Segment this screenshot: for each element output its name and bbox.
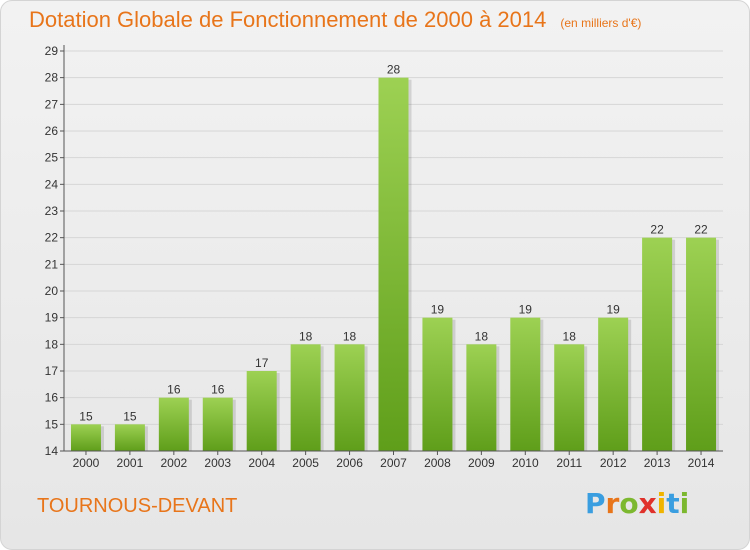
y-tick-label: 17 — [45, 364, 59, 378]
bar-value-label: 18 — [299, 329, 313, 343]
x-tick-label: 2000 — [73, 456, 100, 470]
chart-title: Dotation Globale de Fonctionnement de 20… — [29, 7, 641, 33]
bar-2004 — [246, 371, 277, 451]
x-tick-label: 2006 — [336, 456, 363, 470]
bar-2010 — [510, 317, 541, 451]
y-tick-label: 25 — [45, 151, 59, 165]
bar-value-label: 18 — [343, 329, 357, 343]
bar-value-label: 16 — [167, 383, 181, 397]
x-tick-label: 2011 — [556, 456, 582, 470]
logo-letter: t — [666, 487, 680, 520]
bar-value-label: 17 — [255, 356, 269, 370]
bar-value-label: 22 — [694, 223, 708, 237]
commune-name: TOURNOUS-DEVANT — [37, 495, 238, 517]
y-tick-label: 14 — [45, 444, 59, 458]
y-tick-label: 24 — [45, 177, 59, 191]
bar-2013 — [642, 237, 673, 451]
bar-value-label: 18 — [475, 329, 489, 343]
logo-letter: i — [679, 487, 690, 520]
x-tick-label: 2004 — [248, 456, 275, 470]
bar-layer: 15 15 16 16 17 18 18 28 19 18 19 18 19 22 22 — [70, 63, 720, 452]
x-tick-label: 2014 — [688, 456, 715, 470]
bar-2002 — [158, 397, 189, 451]
bar-2012 — [598, 317, 629, 451]
logo-letter: i — [656, 487, 667, 520]
x-tick-label: 2010 — [512, 456, 539, 470]
bar-value-label: 22 — [650, 223, 664, 237]
y-tick-label: 26 — [45, 124, 59, 138]
y-tick-label: 20 — [45, 284, 59, 298]
bar-value-label: 16 — [211, 383, 225, 397]
bar-2007 — [378, 77, 409, 452]
bar-value-label: 18 — [563, 329, 577, 343]
y-tick-label: 23 — [45, 204, 59, 218]
bar-value-label: 28 — [387, 63, 401, 77]
y-tick-label: 28 — [45, 71, 59, 85]
title-text: Dotation Globale de Fonctionnement de 20… — [29, 7, 547, 32]
axis-layer: 14 15 16 17 18 19 20 21 22 23 24 25 26 27 28 29 2000 2001… — [45, 44, 723, 470]
x-tick-label: 2007 — [380, 456, 407, 470]
bar-2011 — [554, 344, 585, 451]
chart-subtitle: (en milliers d'€) — [560, 16, 642, 30]
logo-letter: o — [619, 487, 639, 520]
x-tick-label: 2009 — [468, 456, 495, 470]
x-tick-label: 2012 — [600, 456, 627, 470]
logo-letter: r — [605, 487, 620, 520]
bar-2005 — [290, 344, 321, 451]
bar-2006 — [334, 344, 365, 451]
y-tick-label: 29 — [45, 44, 59, 58]
bar-2001 — [114, 424, 145, 451]
y-tick-label: 21 — [45, 257, 59, 271]
y-tick-label: 27 — [45, 97, 59, 111]
x-tick-label: 2005 — [292, 456, 319, 470]
bar-value-label: 15 — [123, 409, 137, 423]
logo-letter: P — [585, 487, 606, 520]
y-tick-label: 16 — [45, 391, 59, 405]
x-tick-label: 2003 — [204, 456, 231, 470]
x-tick-label: 2001 — [117, 456, 144, 470]
y-tick-label: 18 — [45, 337, 59, 351]
bar-2009 — [466, 344, 497, 451]
bar-2003 — [202, 397, 233, 451]
y-tick-label: 19 — [45, 311, 59, 325]
y-tick-label: 15 — [45, 417, 59, 431]
x-tick-label: 2013 — [644, 456, 671, 470]
bar-value-label: 19 — [431, 303, 445, 317]
bar-value-label: 15 — [79, 409, 93, 423]
x-tick-label: 2002 — [160, 456, 187, 470]
bar-value-label: 19 — [519, 303, 533, 317]
logo-letter: x — [638, 487, 657, 520]
x-tick-label: 2008 — [424, 456, 451, 470]
proxiti-logo: Proxiti — [585, 487, 689, 520]
bar-2014 — [686, 237, 717, 451]
bar-value-label: 19 — [606, 303, 620, 317]
bar-2000 — [70, 424, 101, 451]
bar-2008 — [422, 317, 453, 451]
y-tick-label: 22 — [45, 231, 59, 245]
